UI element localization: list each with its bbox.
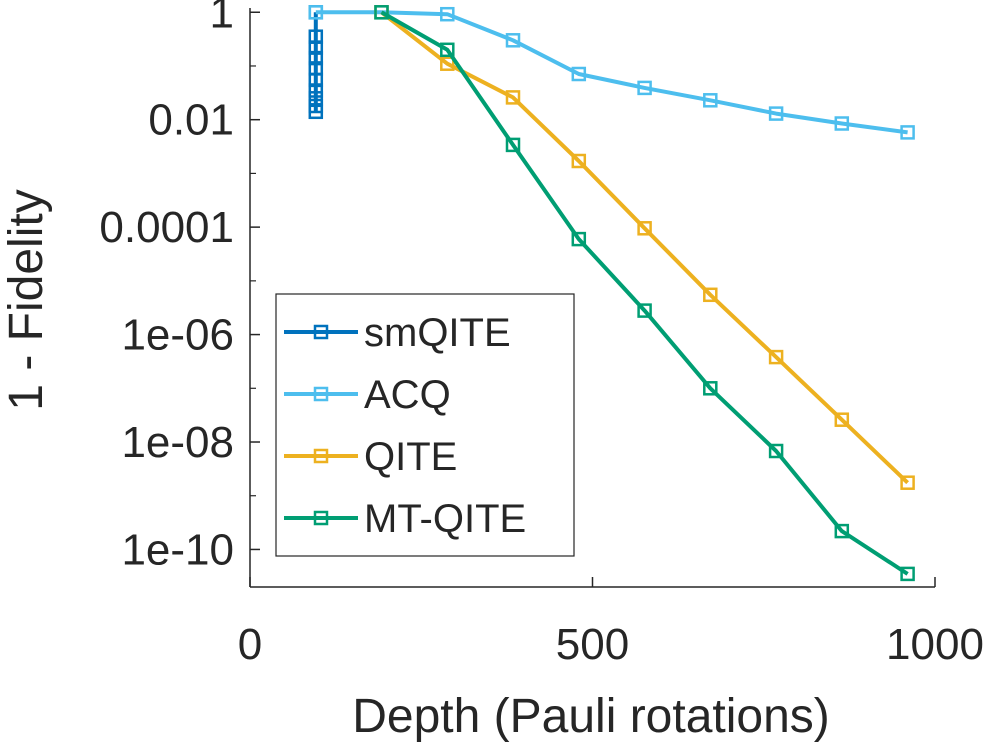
data-point [834,523,850,539]
series-layer [308,5,915,582]
data-point [308,50,324,66]
legend-label: QITE [364,435,457,479]
x-tick-label: 0 [238,620,262,669]
x-axis-title: Depth (Pauli rotations) [352,690,830,743]
y-tick-label: 1e-10 [121,525,234,574]
data-point [440,56,455,71]
legend-marker [313,386,329,402]
data-point [505,90,521,105]
data-point [308,72,324,88]
y-axis-title: 1 - Fidelity [0,189,53,410]
legend-marker [313,510,329,526]
data-point [505,33,521,48]
data-point [703,287,718,303]
data-point [374,5,389,20]
data-point [308,83,324,98]
data-point [308,40,324,55]
data-point [571,66,587,82]
data-point [637,221,652,236]
data-point [900,125,915,140]
data-point [505,137,521,153]
series-line [380,10,909,576]
y-tick-label: 0.0001 [99,203,234,252]
legend-marker [313,448,329,464]
data-point [440,6,455,22]
data-point [834,412,850,427]
legend-label: ACQ [364,373,451,417]
data-point [703,381,718,396]
y-tick-label: 1e-06 [121,311,234,360]
data-point [768,106,784,121]
series-line [315,10,908,135]
data-point [768,443,784,459]
data-point [834,116,850,131]
y-tick-label: 1e-08 [121,418,234,467]
y-tick-label: 0.01 [148,96,234,145]
x-tick-label: 500 [556,620,629,669]
y-tick-label: 1 [210,0,234,37]
data-point [308,5,324,20]
data-point [637,303,652,318]
legend-marker [313,324,329,340]
data-point [703,93,718,108]
legend: smQITE ACQ QITE MT-QITE [275,293,575,557]
legend-label: smQITE [364,311,511,355]
data-point [900,566,915,582]
data-point [440,42,455,58]
data-point [768,349,784,365]
data-point [900,475,915,490]
x-tick-label: 1000 [886,620,984,669]
data-point [308,91,324,106]
data-point [637,80,652,96]
axes: 0 500 1000 1 0.01 0.0001 1e-06 1e-08 1e-10 [99,0,984,669]
data-point [571,231,587,247]
series-line [380,10,909,485]
data-point [308,104,324,120]
legend-label: MT-QITE [364,497,526,541]
data-point [571,153,587,169]
